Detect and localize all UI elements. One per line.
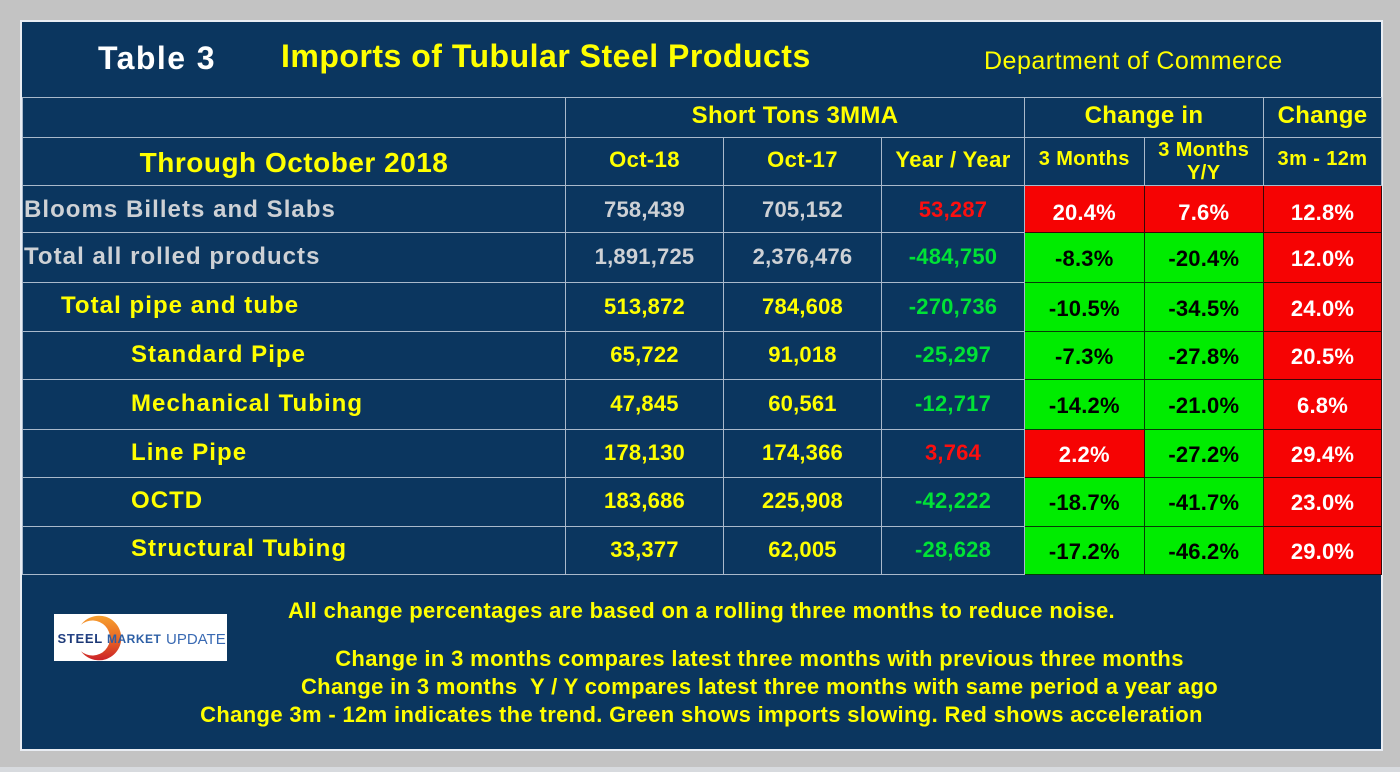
svg-text:UPDATE: UPDATE [166,631,226,648]
svg-text:MARKET: MARKET [107,632,161,646]
svg-text:STEEL: STEEL [58,631,103,646]
